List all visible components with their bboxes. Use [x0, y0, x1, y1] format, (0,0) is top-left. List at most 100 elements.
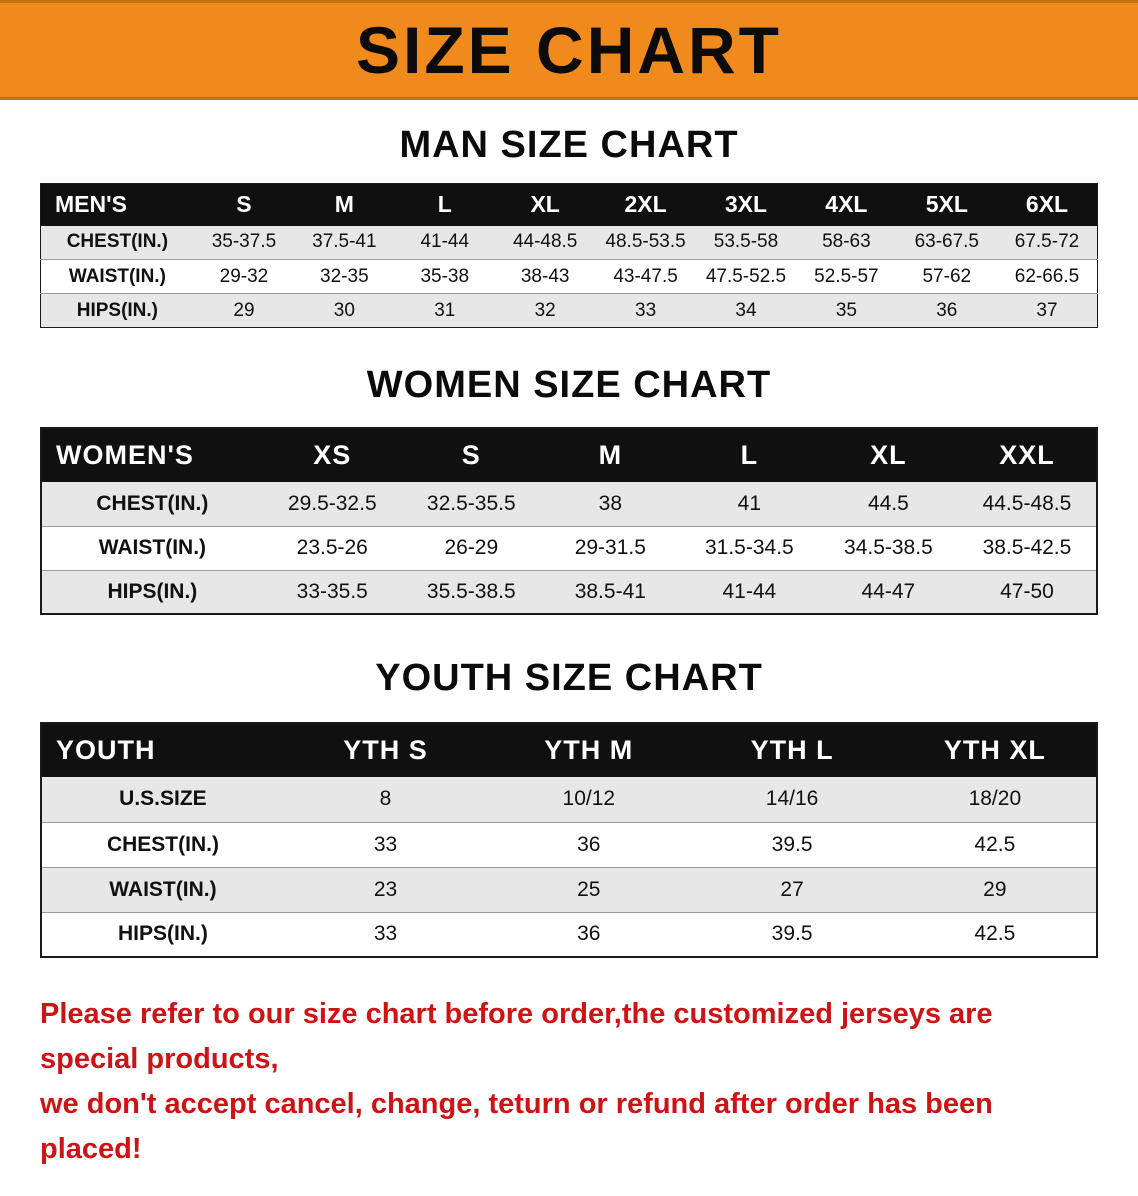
cell-value: 38.5-41 — [540, 570, 680, 614]
row-label: CHEST(IN.) — [41, 822, 284, 867]
column-header: YTH S — [283, 723, 488, 777]
column-header: 5XL — [896, 183, 997, 226]
cell-value: 34 — [695, 293, 797, 328]
column-header: 4XL — [796, 183, 897, 226]
cell-value: 53.5-58 — [695, 225, 797, 260]
cell-value: 29 — [193, 293, 295, 328]
size-table: WOMEN'S XS S M L XL XXL CHEST(IN.) 29.5-32.5 32.5… — [40, 427, 1098, 615]
cell-value: 62-66.5 — [997, 259, 1098, 294]
column-header: XS — [262, 428, 402, 482]
cell-value: 32.5-35.5 — [401, 482, 541, 526]
disclaimer-line-1: Please refer to our size chart before or… — [40, 998, 993, 1075]
cell-value: 35-37.5 — [193, 225, 295, 260]
table-row: HIPS(IN.) 33-35.5 35.5-38.5 38.5-41 41-44 44-… — [41, 570, 1097, 614]
size-table: YOUTH YTH S YTH M YTH L YTH XL U.S.SIZE 8 10/12… — [40, 722, 1098, 958]
column-header: L — [394, 183, 495, 226]
column-header: XXL — [957, 428, 1097, 482]
row-label: WAIST(IN.) — [40, 259, 194, 294]
table-header-label: YOUTH — [41, 723, 284, 777]
section-women-size-chart: WOMEN SIZE CHART WOMEN'S XS S M L XL XXL CHEST(I… — [0, 364, 1138, 615]
cell-value: 36 — [896, 293, 997, 328]
table-row: HIPS(IN.) 33 36 39.5 42.5 — [41, 912, 1097, 957]
column-header: XL — [494, 183, 596, 226]
cell-value: 33 — [283, 822, 488, 867]
table-row: U.S.SIZE 8 10/12 14/16 18/20 — [41, 777, 1097, 822]
section-heading: WOMEN SIZE CHART — [366, 364, 772, 406]
table-row: CHEST(IN.) 33 36 39.5 42.5 — [41, 822, 1097, 867]
table-row: WAIST(IN.) 29-32 32-35 35-38 38-43 43-47.5 47.… — [40, 259, 1098, 294]
table-header-row: WOMEN'S XS S M L XL XXL — [41, 428, 1097, 482]
column-header: 6XL — [997, 183, 1098, 226]
cell-value: 32 — [494, 293, 596, 328]
cell-value: 52.5-57 — [796, 259, 897, 294]
cell-value: 33 — [283, 912, 488, 957]
column-header: 3XL — [695, 183, 797, 226]
row-label: WAIST(IN.) — [41, 867, 284, 912]
cell-value: 36 — [487, 822, 691, 867]
column-header: XL — [818, 428, 958, 482]
cell-value: 18/20 — [893, 777, 1097, 822]
cell-value: 58-63 — [796, 225, 897, 260]
cell-value: 38.5-42.5 — [957, 526, 1097, 570]
table-header-row: YOUTH YTH S YTH M YTH L YTH XL — [41, 723, 1097, 777]
cell-value: 29-32 — [193, 259, 295, 294]
column-header: L — [679, 428, 819, 482]
cell-value: 44-47 — [818, 570, 958, 614]
row-label: HIPS(IN.) — [40, 293, 194, 328]
table-header-row: MEN'S S M L XL 2XL 3XL 4XL 5XL 6XL — [40, 183, 1098, 226]
cell-value: 35.5-38.5 — [401, 570, 541, 614]
cell-value: 31 — [394, 293, 495, 328]
cell-value: 27 — [690, 867, 894, 912]
cell-value: 44-48.5 — [494, 225, 596, 260]
cell-value: 41-44 — [679, 570, 819, 614]
cell-value: 47.5-52.5 — [695, 259, 797, 294]
cell-value: 36 — [487, 912, 691, 957]
table-row: CHEST(IN.) 35-37.5 37.5-41 41-44 44-48.5 48.5… — [40, 225, 1098, 260]
cell-value: 41 — [679, 482, 819, 526]
size-chart-tables: MAN SIZE CHART MEN'S S M L XL 2XL 3XL 4XL 5XL 6XL C… — [0, 124, 1138, 958]
column-header: YTH XL — [893, 723, 1097, 777]
cell-value: 63-67.5 — [896, 225, 997, 260]
cell-value: 30 — [294, 293, 395, 328]
cell-value: 39.5 — [690, 822, 894, 867]
table-row: WAIST(IN.) 23.5-26 26-29 29-31.5 31.5-34.5 34… — [41, 526, 1097, 570]
row-label: WAIST(IN.) — [41, 526, 263, 570]
cell-value: 33 — [595, 293, 696, 328]
column-header: 2XL — [595, 183, 696, 226]
cell-value: 38 — [540, 482, 680, 526]
table-row: WAIST(IN.) 23 25 27 29 — [41, 867, 1097, 912]
cell-value: 32-35 — [294, 259, 395, 294]
cell-value: 23.5-26 — [262, 526, 402, 570]
row-label: U.S.SIZE — [41, 777, 284, 822]
table-header-label: MEN'S — [40, 183, 194, 226]
cell-value: 42.5 — [893, 822, 1097, 867]
cell-value: 42.5 — [893, 912, 1097, 957]
column-header: S — [193, 183, 295, 226]
cell-value: 10/12 — [487, 777, 691, 822]
cell-value: 25 — [487, 867, 691, 912]
row-label: CHEST(IN.) — [41, 482, 263, 526]
table-row: HIPS(IN.) 29 30 31 32 33 34 35 36 37 — [40, 293, 1098, 328]
cell-value: 34.5-38.5 — [818, 526, 958, 570]
column-header: YTH M — [487, 723, 691, 777]
cell-value: 44.5 — [818, 482, 958, 526]
row-label: HIPS(IN.) — [41, 570, 263, 614]
banner-title: SIZE CHART — [356, 13, 782, 87]
table-header-label: WOMEN'S — [41, 428, 263, 482]
cell-value: 37 — [997, 293, 1098, 328]
section-man-size-chart: MAN SIZE CHART MEN'S S M L XL 2XL 3XL 4XL 5XL 6XL C… — [0, 124, 1138, 328]
column-header: YTH L — [690, 723, 894, 777]
cell-value: 14/16 — [690, 777, 894, 822]
cell-value: 29 — [893, 867, 1097, 912]
cell-value: 26-29 — [401, 526, 541, 570]
cell-value: 44.5-48.5 — [957, 482, 1097, 526]
cell-value: 31.5-34.5 — [679, 526, 819, 570]
row-label: HIPS(IN.) — [41, 912, 284, 957]
section-youth-size-chart: YOUTH SIZE CHART YOUTH YTH S YTH M YTH L YTH … — [0, 657, 1138, 958]
cell-value: 67.5-72 — [997, 225, 1098, 260]
disclaimer: Please refer to our size chart before or… — [40, 992, 1098, 1172]
cell-value: 35-38 — [394, 259, 495, 294]
cell-value: 29.5-32.5 — [262, 482, 402, 526]
cell-value: 35 — [796, 293, 897, 328]
size-chart-banner: SIZE CHART — [0, 0, 1138, 100]
